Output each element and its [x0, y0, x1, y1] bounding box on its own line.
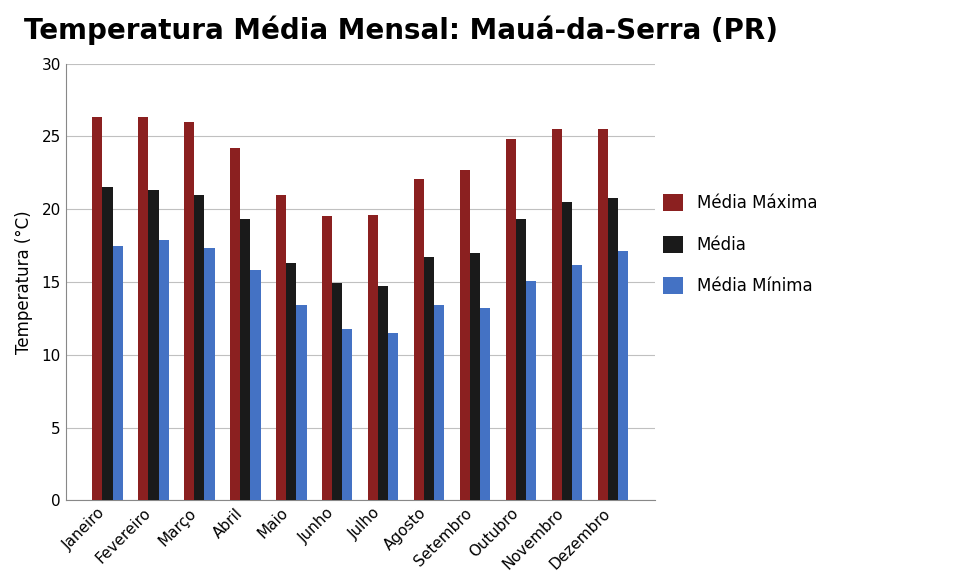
- Bar: [158, 239, 168, 501]
- Bar: [195, 195, 204, 501]
- Bar: [598, 129, 607, 501]
- Bar: [378, 286, 388, 501]
- Bar: [250, 271, 260, 501]
- Bar: [515, 220, 525, 501]
- Bar: [414, 178, 423, 501]
- Bar: [322, 217, 332, 501]
- Bar: [276, 195, 286, 501]
- Bar: [286, 263, 296, 501]
- Bar: [103, 187, 112, 501]
- Bar: [342, 329, 352, 501]
- Bar: [204, 248, 214, 501]
- Bar: [240, 220, 250, 501]
- Bar: [332, 284, 342, 501]
- Bar: [92, 117, 103, 501]
- Bar: [138, 117, 149, 501]
- Bar: [469, 253, 480, 501]
- Bar: [460, 170, 469, 501]
- Bar: [434, 305, 444, 501]
- Bar: [368, 215, 378, 501]
- Bar: [184, 122, 195, 501]
- Bar: [480, 308, 490, 501]
- Bar: [561, 202, 571, 501]
- Text: Temperatura Média Mensal: Mauá-da-Serra (PR): Temperatura Média Mensal: Mauá-da-Serra …: [24, 15, 778, 45]
- Legend: Média Máxima, Média, Média Mínima: Média Máxima, Média, Média Mínima: [663, 194, 817, 295]
- Bar: [149, 190, 158, 501]
- Bar: [607, 197, 617, 501]
- Bar: [388, 333, 398, 501]
- Bar: [296, 305, 306, 501]
- Y-axis label: Temperatura (°C): Temperatura (°C): [15, 210, 33, 354]
- Bar: [230, 148, 240, 501]
- Bar: [617, 251, 628, 501]
- Bar: [112, 245, 122, 501]
- Bar: [525, 281, 536, 501]
- Bar: [423, 257, 434, 501]
- Bar: [552, 129, 561, 501]
- Bar: [506, 139, 515, 501]
- Bar: [571, 265, 582, 501]
